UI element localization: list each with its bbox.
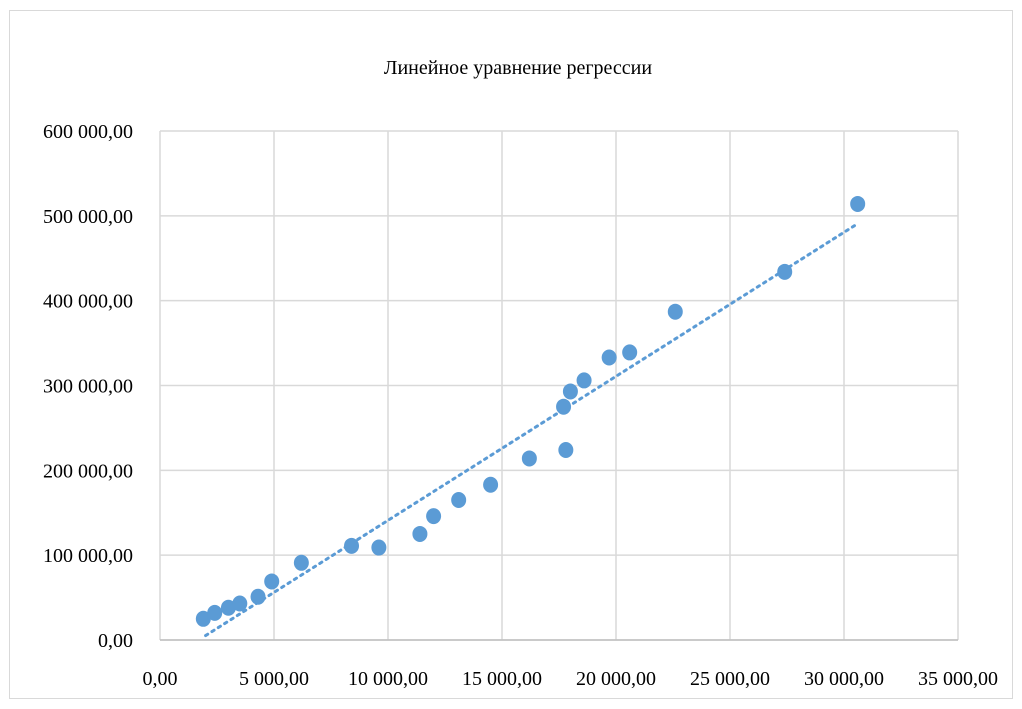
data-point — [850, 195, 866, 212]
data-point — [451, 492, 467, 509]
y-axis-tick-labels: 0,00 100 000,00 200 000,00 300 000,00 400 00… — [43, 121, 133, 652]
x-tick-label: 20 000,00 — [576, 668, 656, 690]
data-point — [576, 372, 592, 389]
y-tick-label: 400 000,00 — [43, 291, 133, 313]
data-point — [195, 610, 211, 627]
x-tick-label: 35 000,00 — [918, 668, 998, 690]
data-point — [556, 398, 572, 415]
y-tick-label: 600 000,00 — [43, 121, 133, 143]
data-point — [601, 349, 617, 366]
trendline-layer — [204, 223, 857, 638]
y-tick-label: 0,00 — [98, 630, 133, 652]
y-tick-label: 500 000,00 — [43, 206, 133, 228]
trendline — [204, 223, 857, 638]
x-tick-label: 15 000,00 — [462, 668, 542, 690]
data-point — [667, 303, 683, 320]
data-point — [264, 573, 280, 590]
chart-title: Линейное уравнение регрессии — [384, 57, 652, 79]
data-point — [220, 599, 236, 616]
data-point — [777, 263, 793, 280]
x-tick-label: 10 000,00 — [348, 668, 428, 690]
data-points — [195, 195, 866, 627]
x-tick-label: 5 000,00 — [239, 668, 309, 690]
x-tick-label: 25 000,00 — [690, 668, 770, 690]
data-point — [250, 588, 266, 605]
data-point — [344, 537, 360, 554]
data-point — [558, 441, 574, 458]
data-point — [426, 508, 442, 525]
data-point — [412, 525, 428, 542]
data-point — [371, 539, 387, 556]
x-tick-label: 30 000,00 — [804, 668, 884, 690]
x-tick-label: 0,00 — [143, 668, 178, 690]
data-point — [483, 476, 499, 493]
chart-border — [9, 10, 1013, 699]
data-point — [293, 554, 309, 571]
data-point — [622, 344, 638, 361]
data-point — [521, 450, 537, 467]
x-axis-tick-labels: 0,00 5 000,00 10 000,00 15 000,00 20 000,00 2… — [143, 668, 999, 690]
data-point — [232, 595, 248, 612]
data-point — [207, 604, 223, 621]
y-tick-label: 100 000,00 — [43, 545, 133, 567]
data-point — [562, 383, 578, 400]
y-tick-label: 200 000,00 — [43, 460, 133, 482]
y-tick-label: 300 000,00 — [43, 376, 133, 398]
